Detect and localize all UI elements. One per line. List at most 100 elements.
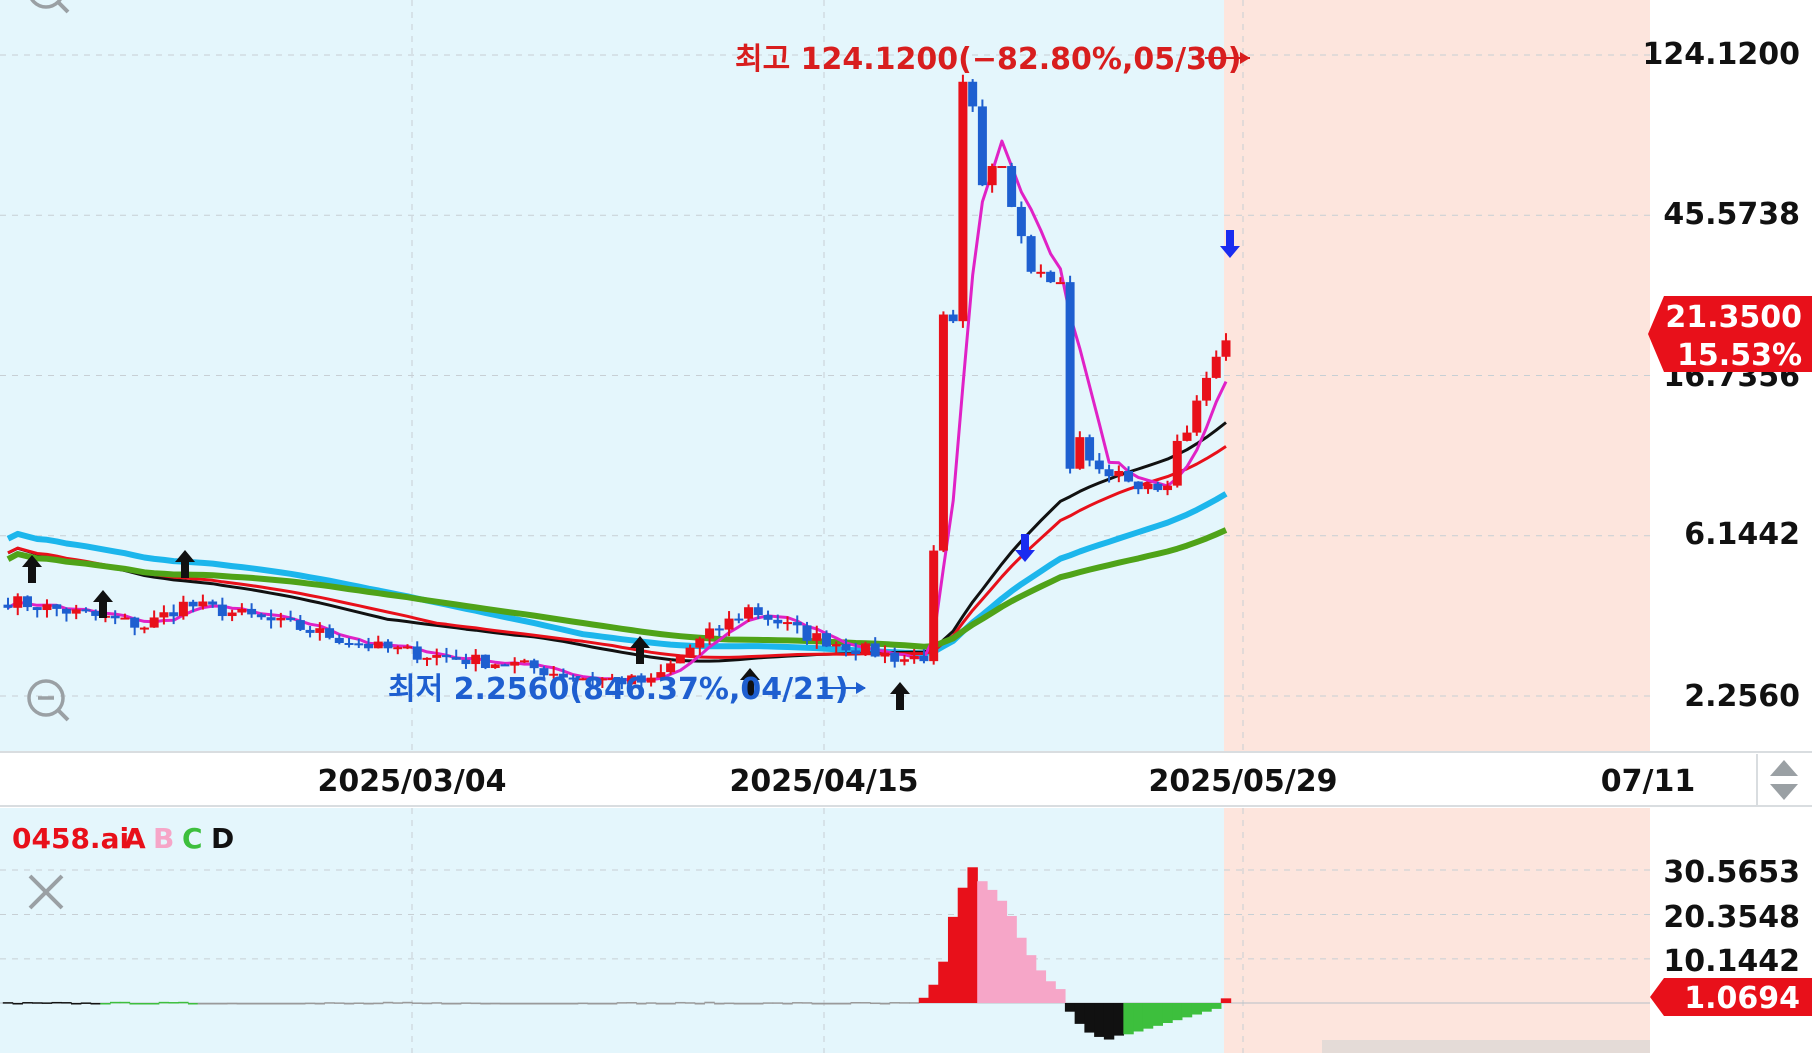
buy-arrow-5 bbox=[890, 682, 910, 710]
hist-bar-122 bbox=[1191, 1003, 1202, 1015]
hist-bar-45 bbox=[441, 1003, 452, 1005]
hist-bar-12 bbox=[119, 1001, 131, 1004]
candle-body-92 bbox=[899, 659, 909, 662]
candle-body-52 bbox=[510, 661, 520, 666]
current-price-change: 15.53% bbox=[1677, 338, 1802, 373]
candle-body-48 bbox=[471, 654, 481, 665]
candle-body-123 bbox=[1202, 377, 1212, 401]
candle-body-124 bbox=[1211, 356, 1221, 378]
candle-body-122 bbox=[1192, 400, 1202, 433]
price-pane-bg-after bbox=[1224, 0, 1650, 752]
candle-body-38 bbox=[373, 641, 383, 649]
hist-bar-108 bbox=[1055, 989, 1066, 1003]
hist-bar-80 bbox=[782, 1003, 793, 1005]
hist-bar-51 bbox=[499, 1003, 511, 1005]
high-annotation: 최고 124.1200(−82.80%,05/30) bbox=[735, 42, 1250, 77]
candle-body-59 bbox=[578, 678, 588, 681]
candle-body-4 bbox=[42, 604, 52, 611]
buy-arrow-3 bbox=[630, 636, 650, 664]
candle-body-102 bbox=[997, 166, 1007, 169]
hist-bar-63 bbox=[616, 1002, 628, 1004]
hist-bar-115 bbox=[1123, 1003, 1134, 1035]
candle-body-117 bbox=[1143, 483, 1153, 490]
hist-bar-82 bbox=[801, 1002, 813, 1004]
horizontal-scrollbar[interactable] bbox=[1322, 1040, 1650, 1053]
hist-bar-97 bbox=[947, 916, 959, 1003]
candle-body-33 bbox=[325, 628, 335, 638]
price-axis-area bbox=[1650, 0, 1812, 752]
candle-body-25 bbox=[247, 608, 257, 615]
hist-bar-75 bbox=[733, 1003, 744, 1005]
hist-bar-68 bbox=[665, 1003, 676, 1005]
hist-bar-71 bbox=[694, 1003, 706, 1005]
candle-body-113 bbox=[1104, 469, 1114, 477]
buy-arrow-2 bbox=[175, 550, 195, 578]
hist-bar-50 bbox=[490, 1002, 501, 1005]
hist-bar-46 bbox=[451, 1003, 462, 1005]
hist-bar-96 bbox=[938, 961, 949, 1003]
candle-body-23 bbox=[227, 612, 237, 617]
hist-bar-124 bbox=[1211, 1003, 1222, 1009]
hist-bar-90 bbox=[879, 1003, 891, 1005]
candle-body-125 bbox=[1221, 340, 1231, 357]
candle-body-91 bbox=[890, 652, 900, 662]
buy-arrow-4 bbox=[740, 668, 760, 696]
hist-bar-118 bbox=[1152, 1003, 1163, 1026]
zoom-out-icon[interactable] bbox=[27, 679, 70, 722]
candle-body-61 bbox=[597, 678, 607, 681]
high-annotation-arrowhead bbox=[1240, 52, 1250, 64]
date-scroll-control[interactable] bbox=[1756, 754, 1798, 806]
candle-body-79 bbox=[773, 619, 783, 624]
hist-bar-7 bbox=[71, 1003, 82, 1005]
zoom-out-top-icon[interactable] bbox=[29, 0, 70, 14]
candle-body-96 bbox=[938, 314, 948, 551]
candle-body-42 bbox=[412, 646, 422, 660]
hist-bar-39 bbox=[382, 1001, 394, 1004]
candle-body-13 bbox=[130, 617, 140, 628]
hist-bar-84 bbox=[821, 1003, 832, 1005]
candle-body-85 bbox=[831, 644, 841, 647]
candle-body-45 bbox=[441, 655, 451, 658]
ma-line-green bbox=[6, 527, 1228, 650]
hist-bar-13 bbox=[129, 1003, 140, 1005]
date-tick-3: 07/11 bbox=[1601, 764, 1695, 799]
hist-bar-55 bbox=[538, 1003, 550, 1005]
indicator-axis: 30.5653 20.3548 10.1442 bbox=[1663, 855, 1800, 979]
hist-bar-116 bbox=[1133, 1003, 1144, 1032]
candle-body-68 bbox=[666, 663, 676, 673]
hist-bar-78 bbox=[762, 1002, 774, 1004]
candle-body-6 bbox=[61, 608, 71, 614]
candle-body-30 bbox=[295, 620, 305, 630]
hist-bar-2 bbox=[22, 1002, 33, 1004]
hist-bar-69 bbox=[675, 1001, 686, 1004]
candle-body-103 bbox=[1007, 166, 1017, 207]
scroll-up-icon[interactable] bbox=[1770, 760, 1798, 776]
low-annotation: 최저 2.2560(846.37%,04/21) bbox=[388, 672, 866, 707]
close-icon[interactable] bbox=[28, 874, 64, 910]
candle-body-18 bbox=[178, 601, 188, 617]
candle-body-76 bbox=[744, 607, 754, 619]
candle-body-82 bbox=[802, 625, 812, 641]
hist-bar-30 bbox=[295, 1003, 306, 1005]
price-tick-3: 6.1442 bbox=[1684, 517, 1800, 552]
candle-body-118 bbox=[1153, 483, 1163, 491]
candle-body-47 bbox=[461, 659, 471, 665]
candle-body-22 bbox=[217, 604, 227, 617]
candle-body-83 bbox=[812, 633, 822, 641]
hist-bar-18 bbox=[178, 1001, 189, 1004]
candle-body-69 bbox=[675, 656, 685, 664]
indicator-current-value: 1.0694 bbox=[1684, 981, 1800, 1016]
candle-body-86 bbox=[841, 644, 851, 651]
candle-body-37 bbox=[364, 643, 374, 649]
hist-bar-85 bbox=[831, 1003, 842, 1005]
candle-body-94 bbox=[919, 655, 929, 662]
hist-bar-5 bbox=[51, 1001, 62, 1004]
hist-bar-59 bbox=[577, 1002, 589, 1005]
indicator-legend-c: C bbox=[182, 822, 203, 855]
candle-body-104 bbox=[1016, 206, 1026, 237]
hist-bar-43 bbox=[421, 1002, 433, 1005]
candle-body-32 bbox=[315, 628, 325, 633]
indicator-legend-d: D bbox=[211, 822, 234, 855]
candle-body-51 bbox=[500, 664, 510, 667]
scroll-down-icon[interactable] bbox=[1770, 784, 1798, 800]
